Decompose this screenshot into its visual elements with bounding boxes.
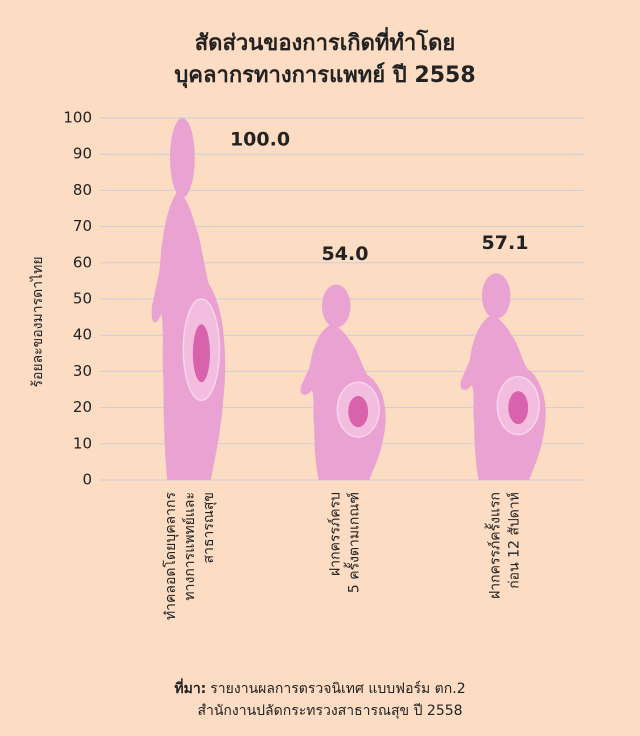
bar-figure <box>151 118 226 480</box>
y-tick-label: 30 <box>73 362 92 380</box>
source-label: ที่มา: <box>174 678 206 697</box>
bar-figure <box>460 273 546 480</box>
figure-fetus <box>508 391 529 425</box>
x-tick-label: 5 ครั้งตามเกณฑ์ <box>344 492 363 593</box>
x-tick-label: ก่อน 12 สัปดาห์ <box>506 492 523 589</box>
y-tick-label: 0 <box>82 471 92 489</box>
y-tick-label: 90 <box>73 145 92 163</box>
x-tick-label: ทำคลอดโดยบุคลากร <box>162 492 179 621</box>
x-tick-label: ฝากครรภ์ครบ <box>327 492 344 576</box>
figure-head <box>481 273 511 319</box>
figure-head <box>321 284 351 328</box>
chart-title: บุคลากรทางการแพทย์ ปี 2558 <box>174 62 475 89</box>
x-tick-label: ทางการแพทย์และ <box>181 492 198 601</box>
value-label: 57.1 <box>482 232 529 254</box>
y-axis-label: ร้อยละของมารดาไทย <box>29 256 46 387</box>
y-tick-label: 60 <box>73 253 92 271</box>
source-line: สำนักงานปลัดกระทรวงสาธารณสุข ปี 2558 <box>197 703 462 719</box>
y-tick-label: 40 <box>73 326 92 344</box>
chart-title: สัดส่วนของการเกิดที่ทำโดย <box>195 26 456 56</box>
source: ที่มา: รายงานผลการตรวจนิเทศ แบบฟอร์ม ตก.2 <box>174 678 465 697</box>
y-tick-label: 20 <box>73 398 92 416</box>
x-tick-label: สาธารณสุข <box>201 492 217 563</box>
y-tick-label: 50 <box>73 290 92 308</box>
value-label: 54.0 <box>322 243 369 265</box>
source-line: รายงานผลการตรวจนิเทศ แบบฟอร์ม ตก.2 <box>210 680 465 697</box>
y-tick-label: 100 <box>63 109 92 127</box>
y-tick-label: 80 <box>73 181 92 199</box>
value-label: 100.0 <box>230 129 290 151</box>
y-tick-label: 70 <box>73 217 92 235</box>
bar-figure <box>300 284 386 480</box>
y-tick-label: 10 <box>73 434 92 452</box>
figure-fetus <box>192 324 210 383</box>
figure-fetus <box>348 395 369 428</box>
x-tick-label: ฝากครรภ์ครั้งแรก <box>485 492 504 599</box>
figure-head <box>170 118 195 198</box>
